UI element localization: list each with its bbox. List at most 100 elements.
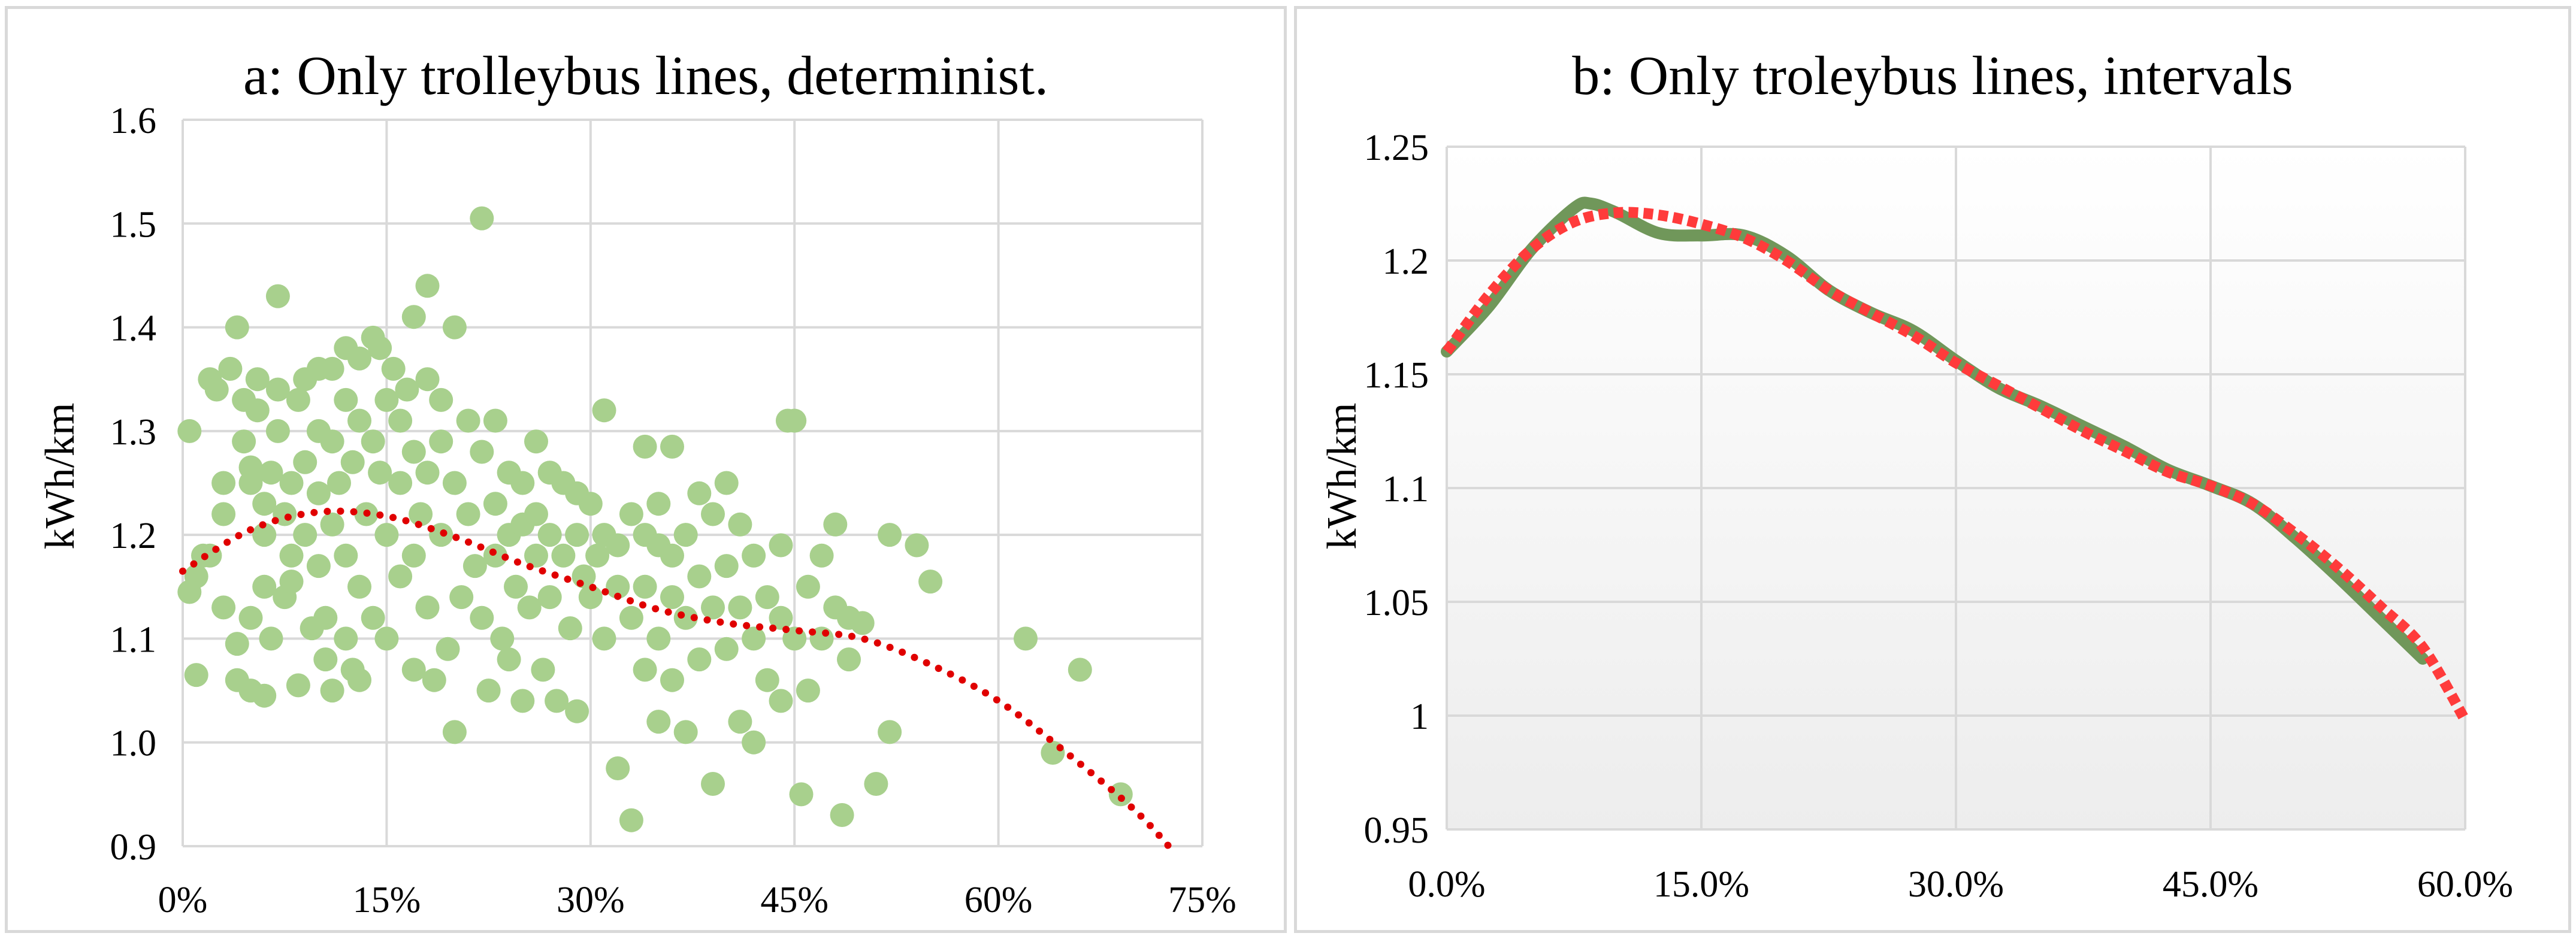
- scatter-point: [442, 471, 467, 495]
- scatter-point: [374, 626, 399, 651]
- scatter-point: [368, 336, 392, 361]
- scatter-point: [673, 523, 698, 547]
- scatter-point: [510, 689, 535, 713]
- scatter-point: [313, 647, 338, 672]
- scatter-point: [374, 523, 399, 547]
- scatter-point: [1014, 626, 1038, 651]
- scatter-point: [218, 356, 243, 381]
- scatter-point: [252, 523, 277, 547]
- scatter-point: [422, 668, 446, 692]
- chart-b-y-tick: 1.25: [1364, 128, 1429, 168]
- scatter-point: [687, 481, 712, 505]
- scatter-point: [905, 533, 929, 558]
- scatter-point: [306, 481, 331, 505]
- scatter-point: [837, 647, 861, 672]
- scatter-point: [742, 543, 766, 568]
- scatter-point: [864, 772, 888, 796]
- scatter-point: [606, 756, 630, 780]
- scatter-point: [225, 632, 249, 656]
- scatter-point: [320, 356, 344, 381]
- chart-b-x-tick: 60.0%: [2417, 864, 2513, 905]
- chart-b-y-tick: 1.2: [1383, 241, 1429, 282]
- chart-a-y-tick: 1.1: [110, 619, 157, 660]
- scatter-point: [286, 387, 310, 412]
- scatter-point: [476, 678, 501, 703]
- scatter-point: [633, 574, 657, 599]
- chart-a-x-tick: 45%: [760, 880, 829, 920]
- scatter-point: [823, 512, 848, 537]
- scatter-point: [755, 668, 779, 692]
- chart-a-ylabel: kWh/km: [37, 403, 83, 550]
- scatter-point: [517, 595, 542, 620]
- scatter-point: [545, 689, 569, 713]
- scatter-point: [442, 315, 467, 340]
- scatter-point: [524, 543, 548, 568]
- scatter-point: [742, 626, 766, 651]
- scatter-point: [728, 595, 752, 620]
- scatter-point: [504, 574, 528, 599]
- scatter-point: [796, 678, 820, 703]
- chart-a-x-tick: 15%: [353, 880, 421, 920]
- scatter-point: [497, 647, 521, 672]
- scatter-point: [606, 574, 630, 599]
- scatter-point: [1108, 782, 1133, 807]
- scatter-point: [633, 434, 657, 459]
- chart-a-y-tick: 1.2: [110, 516, 157, 556]
- scatter-point: [714, 554, 739, 578]
- scatter-point: [347, 408, 371, 433]
- scatter-point: [368, 461, 392, 485]
- scatter-point: [245, 398, 270, 423]
- scatter-point: [796, 574, 820, 599]
- scatter-point: [728, 512, 752, 537]
- scatter-point: [456, 408, 480, 433]
- scatter-point: [585, 543, 610, 568]
- scatter-point: [578, 492, 603, 516]
- scatter-point: [728, 710, 752, 734]
- scatter-point: [483, 543, 507, 568]
- scatter-point: [660, 543, 684, 568]
- scatter-point: [279, 543, 304, 568]
- scatter-point: [714, 637, 739, 661]
- chart-a-y-tick: 1.0: [110, 723, 157, 764]
- scatter-point: [252, 574, 277, 599]
- scatter-point: [395, 377, 419, 402]
- scatter-point: [449, 585, 474, 610]
- scatter-point: [646, 626, 671, 651]
- scatter-point: [381, 356, 406, 381]
- chart-b-ylabel: kWh/km: [1319, 403, 1365, 550]
- scatter-point: [633, 658, 657, 682]
- scatter-point: [646, 710, 671, 734]
- scatter-point: [361, 605, 385, 630]
- scatter-point: [809, 543, 834, 568]
- scatter-point: [361, 429, 385, 454]
- scatter-point: [619, 605, 643, 630]
- scatter-point: [204, 377, 229, 402]
- scatter-point: [265, 377, 290, 402]
- scatter-point: [483, 408, 507, 433]
- scatter-point: [1068, 658, 1092, 682]
- scatter-point: [415, 595, 440, 620]
- scatter-point: [320, 429, 344, 454]
- scatter-point: [565, 699, 589, 723]
- scatter-point: [510, 471, 535, 495]
- scatter-point: [687, 647, 712, 672]
- scatter-point: [388, 408, 413, 433]
- scatter-point: [409, 502, 433, 526]
- scatter-point: [177, 419, 202, 443]
- chart-b-y-tick: 1.15: [1364, 355, 1429, 396]
- scatter-point: [470, 440, 494, 464]
- scatter-point: [660, 668, 684, 692]
- chart-a-y-tick: 1.6: [110, 101, 157, 141]
- scatter-point: [714, 471, 739, 495]
- scatter-point: [401, 658, 426, 682]
- scatter-point: [245, 367, 270, 392]
- scatter-point: [225, 315, 249, 340]
- scatter-point: [592, 626, 616, 651]
- scatter-point: [265, 284, 290, 308]
- scatter-point: [878, 523, 902, 547]
- chart-b-x-tick: 30.0%: [1908, 864, 2004, 905]
- chart-b-gridlines: [1446, 146, 2466, 831]
- scatter-point: [334, 387, 358, 412]
- scatter-point: [769, 689, 793, 713]
- scatter-point: [388, 471, 413, 495]
